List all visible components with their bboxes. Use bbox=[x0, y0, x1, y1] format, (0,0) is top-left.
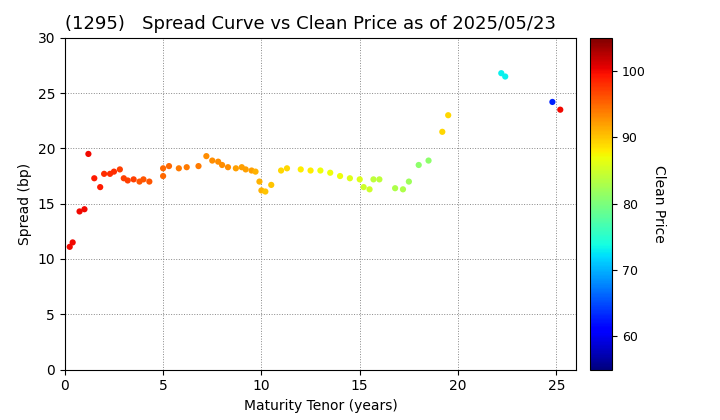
Text: (1295)   Spread Curve vs Clean Price as of 2025/05/23: (1295) Spread Curve vs Clean Price as of… bbox=[65, 16, 556, 34]
Point bbox=[64, 244, 76, 250]
Point bbox=[83, 150, 94, 157]
Point bbox=[442, 112, 454, 118]
Point bbox=[230, 165, 242, 172]
Point bbox=[99, 171, 110, 177]
Point bbox=[240, 166, 251, 173]
Point bbox=[67, 239, 78, 246]
Point bbox=[334, 173, 346, 179]
Point bbox=[73, 208, 85, 215]
Point bbox=[554, 106, 566, 113]
Point bbox=[138, 176, 149, 183]
Point bbox=[104, 171, 116, 177]
Point bbox=[305, 167, 316, 174]
Point bbox=[122, 177, 133, 184]
Point bbox=[423, 157, 434, 164]
Point bbox=[266, 181, 277, 188]
Point bbox=[193, 163, 204, 169]
Point bbox=[143, 178, 155, 185]
Point bbox=[108, 168, 120, 175]
Point bbox=[436, 129, 448, 135]
Point bbox=[158, 165, 169, 172]
Point bbox=[158, 173, 169, 179]
Point bbox=[89, 175, 100, 181]
Point bbox=[495, 70, 507, 76]
Point bbox=[500, 73, 511, 80]
Point bbox=[358, 184, 369, 190]
Y-axis label: Spread (bp): Spread (bp) bbox=[18, 163, 32, 245]
Point bbox=[256, 187, 267, 194]
X-axis label: Maturity Tenor (years): Maturity Tenor (years) bbox=[243, 399, 397, 413]
Point bbox=[403, 178, 415, 185]
Point bbox=[114, 166, 125, 173]
Point bbox=[282, 165, 293, 172]
Point bbox=[413, 162, 425, 168]
Point bbox=[118, 175, 130, 181]
Point bbox=[275, 167, 287, 174]
Point bbox=[173, 165, 184, 172]
Point bbox=[546, 99, 558, 105]
Point bbox=[212, 158, 224, 165]
Point bbox=[344, 175, 356, 181]
Point bbox=[325, 169, 336, 176]
Point bbox=[390, 185, 401, 192]
Point bbox=[250, 168, 261, 175]
Point bbox=[163, 163, 175, 169]
Point bbox=[78, 206, 90, 213]
Point bbox=[181, 164, 192, 171]
Point bbox=[364, 186, 375, 193]
Point bbox=[253, 178, 265, 185]
Y-axis label: Clean Price: Clean Price bbox=[652, 165, 667, 243]
Point bbox=[374, 176, 385, 183]
Point bbox=[368, 176, 379, 183]
Point bbox=[134, 178, 145, 185]
Point bbox=[222, 164, 234, 171]
Point bbox=[207, 157, 218, 164]
Point bbox=[295, 166, 307, 173]
Point bbox=[201, 153, 212, 160]
Point bbox=[236, 164, 248, 171]
Point bbox=[315, 167, 326, 174]
Point bbox=[397, 186, 409, 193]
Point bbox=[354, 176, 366, 183]
Point bbox=[216, 162, 228, 168]
Point bbox=[94, 184, 106, 190]
Point bbox=[246, 167, 257, 174]
Point bbox=[128, 176, 140, 183]
Point bbox=[260, 188, 271, 195]
